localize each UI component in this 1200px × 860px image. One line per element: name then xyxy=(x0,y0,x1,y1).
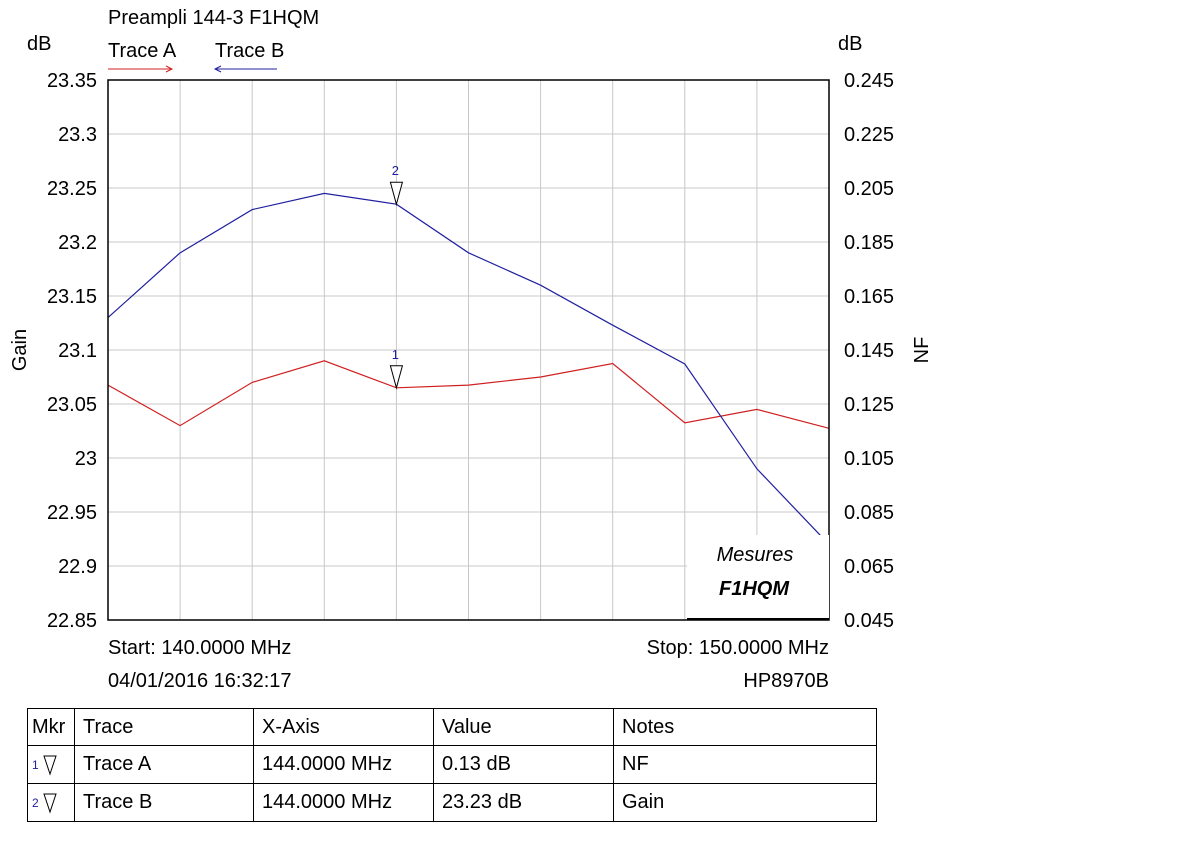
marker-cell: 1 xyxy=(27,745,75,784)
instrument-name: HP8970B xyxy=(743,670,829,692)
stamp-background xyxy=(687,535,829,619)
right-ticks: 0.245 0.225 0.205 0.185 0.165 0.145 0.125 0.105… xyxy=(844,70,894,632)
right-tick-label: 0.105 xyxy=(844,448,894,470)
left-tick-label: 23.15 xyxy=(47,286,97,308)
right-tick-label: 0.125 xyxy=(844,394,894,416)
marker-number: 1 xyxy=(32,757,39,772)
right-tick-label: 0.205 xyxy=(844,178,894,200)
table-row[interactable]: 2 Trace B 144.0000 MHz 23.23 dB Gain xyxy=(27,783,877,822)
right-tick-label: 0.225 xyxy=(844,124,894,146)
left-tick-label: 23.2 xyxy=(58,232,97,254)
marker-triangle-icon xyxy=(42,793,57,814)
right-axis-unit: dB xyxy=(838,33,862,55)
right-tick-label: 0.065 xyxy=(844,556,894,578)
marker-table-header: Mkr Trace X-Axis Value Notes xyxy=(27,708,877,746)
series-group xyxy=(107,192,830,545)
legend-trace-a-arrow xyxy=(165,65,174,73)
marker-cell: 2 xyxy=(27,783,75,822)
legend-trace-a-label: Trace A xyxy=(108,40,177,62)
stamp-line2: F1HQM xyxy=(719,578,790,600)
left-tick-label: 23.25 xyxy=(47,178,97,200)
legend-trace-b-arrow xyxy=(213,65,222,73)
left-tick-label: 23.35 xyxy=(47,70,97,92)
trace-cell: Trace B xyxy=(74,783,254,822)
value-cell: 23.23 dB xyxy=(433,783,614,822)
right-tick-label: 0.045 xyxy=(844,610,894,632)
left-tick-label: 22.9 xyxy=(58,556,97,578)
table-row[interactable]: 1 Trace A 144.0000 MHz 0.13 dB NF xyxy=(27,745,877,784)
plot-frame xyxy=(107,79,830,621)
left-ticks: 23.35 23.3 23.25 23.2 23.15 23.1 23.05 23 22.95 2… xyxy=(47,70,97,632)
header-trace: Trace xyxy=(74,708,254,746)
stamp-line1: Mesures xyxy=(717,544,794,566)
legend-trace-b-label: Trace B xyxy=(215,40,284,62)
measurement-datetime: 04/01/2016 16:32:17 xyxy=(108,670,292,692)
left-tick-label: 23.05 xyxy=(47,394,97,416)
left-tick-label: 23.1 xyxy=(58,340,97,362)
notes-cell: Gain xyxy=(613,783,877,822)
right-tick-label: 0.145 xyxy=(844,340,894,362)
marker-1-label: 1 xyxy=(392,347,399,362)
stamp: Mesures F1HQM xyxy=(687,535,829,620)
left-tick-label: 22.85 xyxy=(47,610,97,632)
chart-title: Preampli 144-3 F1HQM xyxy=(108,7,319,29)
marker-triangle-icon xyxy=(42,755,57,776)
left-axis-label: Gain xyxy=(9,329,31,371)
value-cell: 0.13 dB xyxy=(433,745,614,784)
header-value: Value xyxy=(433,708,614,746)
marker-table: Mkr Trace X-Axis Value Notes 1 Trace A 1… xyxy=(27,708,877,822)
x-axis-cell: 144.0000 MHz xyxy=(253,783,434,822)
series-line-trace-b xyxy=(107,192,830,545)
notes-cell: NF xyxy=(613,745,877,784)
chart-svg: Preampli 144-3 F1HQM Trace A Trace B dB … xyxy=(9,7,933,692)
right-axis-label: NF xyxy=(911,337,933,364)
trace-cell: Trace A xyxy=(74,745,254,784)
markers-group: 12 xyxy=(389,163,404,390)
stop-frequency: Stop: 150.0000 MHz xyxy=(647,637,829,659)
right-tick-label: 0.085 xyxy=(844,502,894,524)
marker-1-triangle xyxy=(389,365,404,390)
right-tick-label: 0.165 xyxy=(844,286,894,308)
header-mkr: Mkr xyxy=(27,708,75,746)
left-tick-label: 22.95 xyxy=(47,502,97,524)
series-line-trace-a xyxy=(107,360,830,429)
header-notes: Notes xyxy=(613,708,877,746)
header-x-axis: X-Axis xyxy=(253,708,434,746)
start-frequency: Start: 140.0000 MHz xyxy=(108,637,291,659)
left-tick-label: 23 xyxy=(75,448,97,470)
left-tick-label: 23.3 xyxy=(58,124,97,146)
x-axis-cell: 144.0000 MHz xyxy=(253,745,434,784)
left-axis-unit: dB xyxy=(27,33,51,55)
marker-2-triangle xyxy=(389,181,404,207)
marker-2-label: 2 xyxy=(392,163,399,178)
marker-number: 2 xyxy=(32,795,39,810)
right-tick-label: 0.185 xyxy=(844,232,894,254)
right-tick-label: 0.245 xyxy=(844,70,894,92)
